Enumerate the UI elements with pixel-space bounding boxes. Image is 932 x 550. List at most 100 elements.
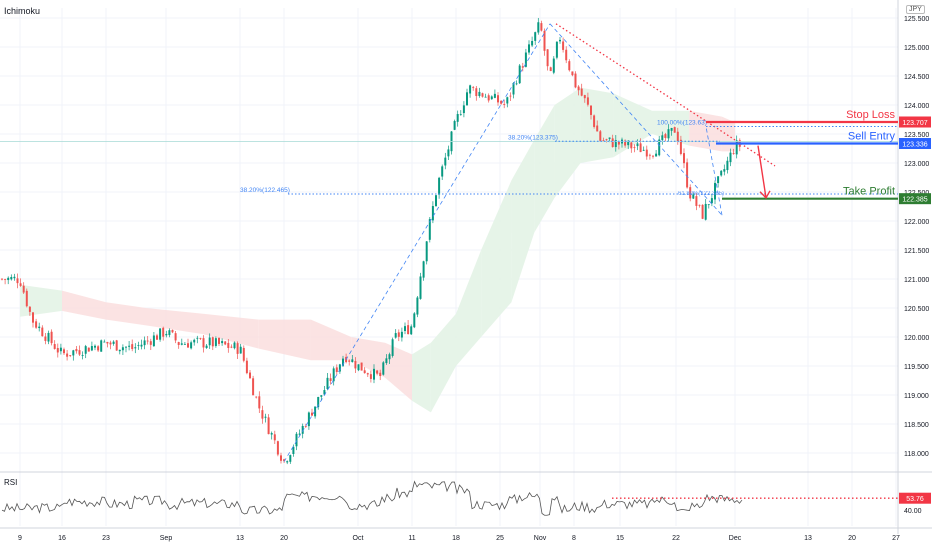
y-tick-label: 123.500 bbox=[904, 132, 929, 139]
candle-body bbox=[174, 333, 177, 341]
candle-body bbox=[69, 355, 72, 356]
candle-body bbox=[366, 373, 369, 375]
candle-body bbox=[115, 340, 118, 351]
candle-body bbox=[342, 358, 344, 366]
candle-body bbox=[72, 350, 75, 356]
fib-trend-line bbox=[283, 23, 551, 462]
y-tick-label: 119.000 bbox=[904, 393, 929, 400]
candle-body bbox=[196, 337, 199, 339]
y-tick-label: 125.000 bbox=[904, 45, 929, 52]
candle-body bbox=[199, 338, 202, 339]
candle-body bbox=[404, 326, 406, 331]
candle-body bbox=[562, 41, 565, 50]
candle-body bbox=[134, 347, 137, 349]
candle-body bbox=[332, 368, 335, 382]
candle-body bbox=[534, 32, 537, 41]
candle-body bbox=[444, 157, 447, 166]
y-tick-label: 121.500 bbox=[904, 248, 929, 255]
rsi-line bbox=[1, 480, 743, 516]
candle-body bbox=[53, 344, 56, 349]
candle-body bbox=[642, 149, 645, 151]
candle-body bbox=[109, 342, 112, 345]
fib-label: 100.00%(123.63) bbox=[657, 119, 707, 126]
candle-body bbox=[664, 134, 667, 138]
candle-body bbox=[686, 162, 689, 188]
ichimoku-cloud-segment bbox=[456, 250, 482, 366]
y-tick-label: 120.500 bbox=[904, 306, 929, 313]
take-profit-label: Take Profit bbox=[843, 186, 895, 198]
candle-body bbox=[131, 344, 134, 350]
currency-badge[interactable]: JPY bbox=[906, 5, 925, 14]
x-tick-label: 13 bbox=[804, 535, 812, 542]
candle-body bbox=[478, 91, 481, 96]
candle-body bbox=[633, 147, 636, 149]
candle-body bbox=[230, 346, 233, 348]
candle-body bbox=[320, 395, 323, 397]
candle-body bbox=[304, 425, 307, 427]
candle-body bbox=[515, 83, 518, 85]
candle-body bbox=[614, 140, 617, 148]
candle-body bbox=[314, 406, 317, 417]
candle-body bbox=[431, 206, 434, 221]
candle-body bbox=[87, 347, 90, 352]
candle-body bbox=[50, 331, 53, 344]
candle-body bbox=[689, 187, 692, 199]
x-tick-label: 20 bbox=[848, 535, 856, 542]
candle-body bbox=[357, 364, 360, 371]
candle-body bbox=[369, 374, 372, 379]
y-tick-label: 118.500 bbox=[904, 422, 929, 429]
candle-body bbox=[698, 204, 701, 206]
candle-body bbox=[676, 131, 679, 142]
candle-body bbox=[466, 92, 468, 106]
candle-body bbox=[149, 341, 152, 345]
candle-body bbox=[16, 278, 19, 284]
candle-body bbox=[125, 346, 127, 348]
take-profit-value: 122.385 bbox=[902, 197, 927, 204]
candle-body bbox=[673, 127, 676, 133]
candle-body bbox=[590, 105, 592, 115]
candle-body bbox=[270, 433, 273, 435]
y-tick-label: 120.000 bbox=[904, 335, 929, 342]
candle-body bbox=[413, 313, 416, 328]
candle-body bbox=[385, 358, 388, 364]
ichimoku-cloud-segment bbox=[203, 313, 259, 349]
candle-body bbox=[348, 360, 351, 362]
candle-body bbox=[233, 342, 236, 349]
candle-body bbox=[66, 353, 69, 357]
candle-body bbox=[407, 325, 410, 335]
candle-body bbox=[422, 261, 425, 278]
x-tick-label: Nov bbox=[534, 535, 547, 542]
candle-body bbox=[128, 345, 131, 347]
candle-body bbox=[301, 425, 304, 434]
candle-body bbox=[140, 344, 143, 347]
candle-body bbox=[540, 23, 543, 31]
candle-body bbox=[661, 135, 664, 140]
candle-body bbox=[459, 114, 462, 116]
candle-body bbox=[13, 276, 16, 279]
candle-body bbox=[44, 336, 47, 341]
fib-trend-line-up bbox=[705, 126, 723, 216]
sell-entry-tag bbox=[899, 138, 931, 150]
candle-body bbox=[658, 139, 661, 156]
candle-body bbox=[63, 349, 65, 354]
sell-arrow-shaft bbox=[757, 145, 767, 198]
candle-body bbox=[56, 348, 59, 353]
candle-body bbox=[4, 279, 7, 280]
candle-body bbox=[255, 396, 258, 398]
candle-body bbox=[397, 332, 400, 337]
candle-body bbox=[311, 412, 313, 416]
y-tick-label: 122.000 bbox=[904, 219, 929, 226]
candle-body bbox=[639, 143, 642, 153]
candle-body bbox=[152, 335, 155, 347]
candle-body bbox=[382, 362, 385, 375]
ichimoku-cloud-segment bbox=[430, 313, 456, 413]
candle-body bbox=[627, 140, 630, 146]
rsi-value: 53.76 bbox=[906, 496, 924, 503]
candle-body bbox=[177, 342, 180, 345]
candle-body bbox=[710, 198, 713, 204]
candle-body bbox=[481, 93, 484, 97]
candle-body bbox=[329, 378, 332, 381]
candle-body bbox=[490, 96, 493, 100]
candle-body bbox=[218, 337, 220, 344]
